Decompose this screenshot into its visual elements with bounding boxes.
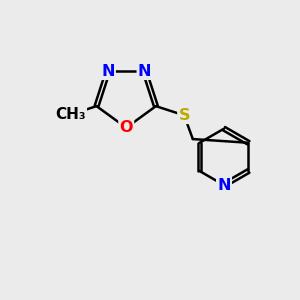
Text: N: N: [217, 178, 231, 193]
Text: N: N: [101, 64, 115, 79]
Text: O: O: [119, 120, 133, 135]
Text: S: S: [178, 108, 190, 123]
Text: CH₃: CH₃: [55, 107, 86, 122]
Text: N: N: [138, 64, 151, 79]
